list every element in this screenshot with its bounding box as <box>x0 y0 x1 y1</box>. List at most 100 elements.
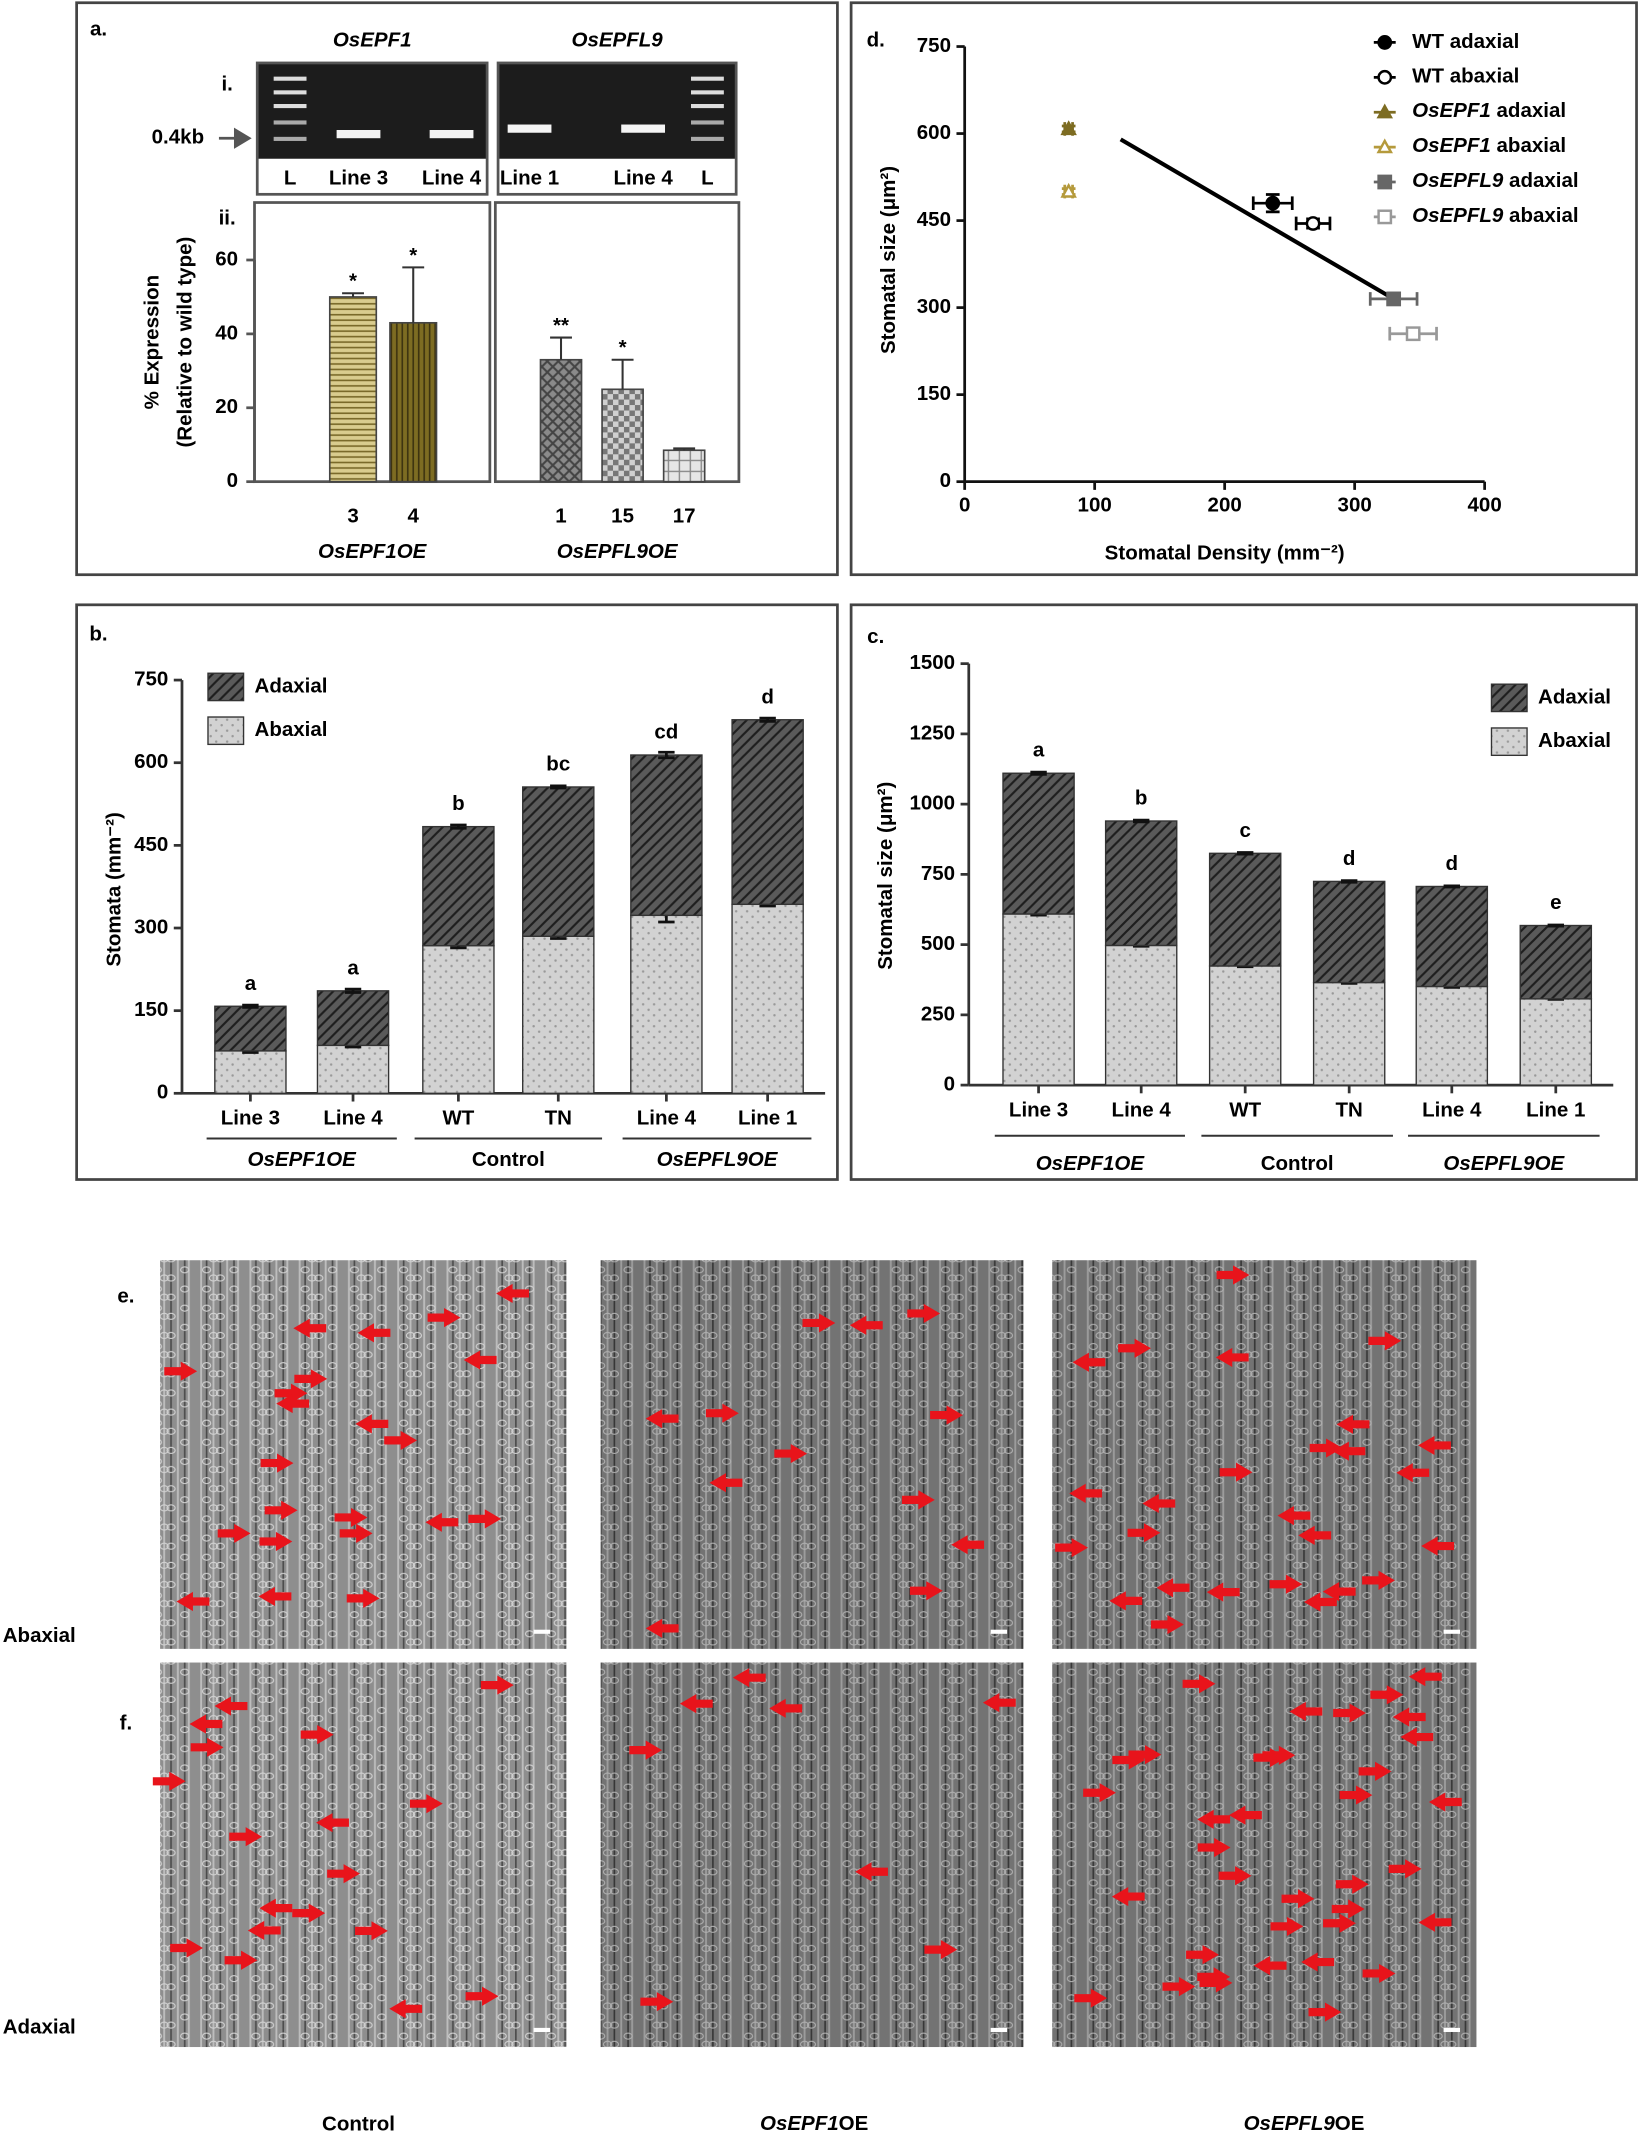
micrograph <box>1052 1662 1477 2048</box>
y-tick-label: 300 <box>134 915 168 938</box>
legend-swatch <box>1490 727 1528 757</box>
gel-lane-label: L <box>701 167 714 190</box>
arrow <box>425 1512 459 1532</box>
group-label: OsEPFL9OE <box>1443 1152 1565 1175</box>
arrow <box>355 1414 389 1434</box>
micrograph-shade <box>600 1662 1024 2048</box>
arrow <box>1162 1977 1196 1997</box>
arrow <box>1219 1462 1253 1482</box>
x-tick-label: 0 <box>959 494 970 517</box>
plain-part: OE <box>1335 2112 1365 2135</box>
y-tick-label: 1000 <box>909 792 955 815</box>
plain-part: adaxial <box>1491 100 1566 123</box>
trend-line <box>1119 137 1395 301</box>
row-panel-label: e. <box>117 1285 134 1308</box>
micrograph-shade <box>1052 1662 1477 2048</box>
arrow <box>1083 1783 1116 1803</box>
arrow <box>769 1698 803 1718</box>
y-tick-label: 40 <box>215 321 238 344</box>
bar-segment <box>1415 985 1489 1086</box>
arrow <box>924 1940 958 1960</box>
significance-letter: b <box>452 792 465 815</box>
point <box>1265 195 1281 211</box>
arrow <box>292 1903 326 1923</box>
significance-letter: a <box>347 956 359 979</box>
gel-band <box>507 124 552 133</box>
y-tick-label: 0 <box>940 469 951 492</box>
arrow <box>384 1430 418 1450</box>
scale-bar <box>533 2027 551 2032</box>
gel-lane-label: L <box>284 167 297 190</box>
significance: * <box>619 336 627 359</box>
point <box>1060 120 1077 136</box>
y-tick-label: 1500 <box>909 651 955 674</box>
x-tick-label: 17 <box>673 505 696 528</box>
chart-label: ii. <box>219 206 236 229</box>
legend-swatch <box>207 672 245 702</box>
arrow <box>907 1303 941 1324</box>
arrow <box>709 1473 743 1493</box>
arrow <box>1118 1338 1151 1358</box>
x-tick-label: WT <box>442 1107 474 1130</box>
arrow <box>1335 1874 1369 1894</box>
y-tick-label: 750 <box>134 667 168 690</box>
legend-label: OsEPFL9 adaxial <box>1412 169 1578 192</box>
bar-segment <box>422 825 495 947</box>
column-label: OsEPFL9OE <box>1244 2112 1365 2135</box>
arrow <box>1127 1523 1161 1543</box>
significance-letter: cd <box>654 721 678 744</box>
point <box>1377 174 1393 190</box>
group-label: OsEPF1OE <box>318 540 428 563</box>
significance-letter: c <box>1239 819 1250 842</box>
arrow <box>480 1675 514 1695</box>
arrow <box>1277 1506 1311 1526</box>
group-label: OsEPF1OE <box>248 1148 358 1171</box>
y-tick-label: 600 <box>134 750 168 773</box>
arrow <box>1128 1745 1162 1765</box>
arrow <box>224 1950 258 1970</box>
size-marker: 0.4kb <box>152 126 204 149</box>
arrow <box>909 1581 943 1601</box>
ladder-band <box>273 90 307 95</box>
gel-band <box>429 130 474 139</box>
x-tick-label: Line 4 <box>1422 1099 1482 1122</box>
italic-part: OsEPF1 <box>1412 100 1491 123</box>
y-tick-label: 1250 <box>909 721 955 744</box>
micrograph-shade <box>160 1662 567 2048</box>
micrograph <box>160 1662 567 2048</box>
arrow <box>1331 1899 1365 1919</box>
point <box>1386 291 1402 307</box>
arrow <box>258 1586 292 1607</box>
arrow <box>355 1921 388 1941</box>
panel-frame <box>75 603 839 1181</box>
x-tick-label: 3 <box>347 505 358 528</box>
bar-segment <box>1002 772 1075 915</box>
arrow <box>1396 1463 1430 1483</box>
gel-frame <box>496 61 738 196</box>
arrow <box>1199 1973 1233 1993</box>
x-tick-label: Line 4 <box>1112 1099 1172 1122</box>
legend-swatch <box>207 716 245 746</box>
legend-label: OsEPF1 abaxial <box>1412 135 1566 158</box>
y-tick-label: 500 <box>921 932 955 955</box>
legend-label: OsEPFL9 abaxial <box>1412 204 1578 227</box>
scale-bar <box>990 1629 1008 1634</box>
y-tick-label: 0 <box>157 1081 168 1104</box>
legend-swatch <box>1490 683 1528 713</box>
y-tick-label: 60 <box>215 247 238 270</box>
x-tick-label: WT <box>1229 1099 1261 1122</box>
plain-part: OE <box>839 2112 869 2135</box>
group-label: OsEPFL9OE <box>557 540 679 563</box>
arrow <box>802 1313 836 1333</box>
row-label: Adaxial <box>3 2015 76 2038</box>
arrow <box>1156 1578 1190 1598</box>
gel-lane-label: Line 3 <box>329 167 388 190</box>
arrow <box>152 1771 186 1791</box>
x-tick-label: 200 <box>1208 494 1242 517</box>
error-bar <box>550 784 567 790</box>
arrow <box>774 1443 808 1464</box>
x-tick-label: Line 4 <box>323 1107 383 1130</box>
error-bar <box>1547 923 1565 928</box>
scale-bar <box>533 1629 551 1634</box>
y-tick-label: 750 <box>921 862 955 885</box>
